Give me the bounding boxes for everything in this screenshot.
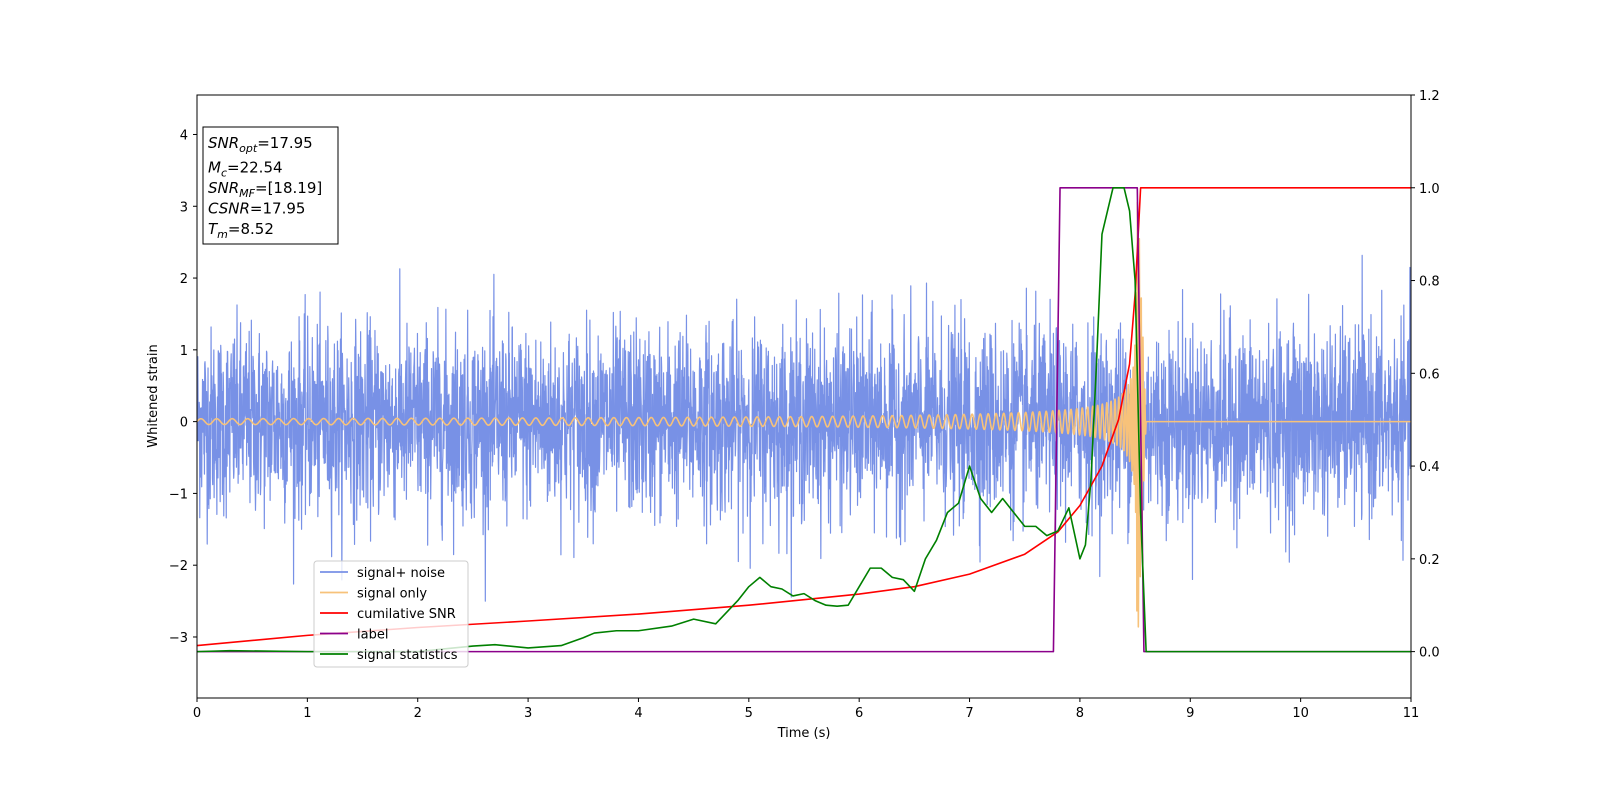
x-tick-label: 5 — [745, 706, 753, 721]
info-box-value: =17.95 — [257, 134, 313, 152]
info-box-value: =[18.19] — [255, 179, 322, 197]
x-tick-label: 6 — [855, 706, 863, 721]
series-line-signal-statistics — [197, 186, 1411, 653]
info-box: SNRopt=17.95Mc=22.54SNRMF=[18.19]CSNR=17… — [202, 126, 339, 245]
y-right-tick-label: 0.8 — [1419, 275, 1440, 290]
y-axis-label: Whitened strain — [146, 344, 161, 447]
x-tick-label: 10 — [1292, 706, 1309, 721]
y-left-tick-label: 0 — [180, 416, 188, 431]
series-line-signal-noise — [197, 254, 1411, 602]
info-box-line: Tm=8.52 — [208, 220, 274, 241]
x-axis: 0 1 2 3 4 5 6 7 8 9 10 11 — [193, 698, 1419, 721]
info-box-value: =8.52 — [228, 220, 274, 238]
y-right-tick-label: 0.0 — [1419, 646, 1440, 661]
info-box-line: Mc=22.54 — [208, 159, 283, 180]
info-box-symbol: SNR — [208, 179, 239, 197]
x-tick-label: 2 — [414, 706, 422, 721]
info-box-value: =17.95 — [250, 200, 306, 218]
y-left-tick-label: −2 — [169, 559, 188, 574]
y-left-tick-label: 1 — [180, 344, 188, 359]
legend-entry-label: cumilative SNR — [357, 607, 456, 622]
x-tick-label: 4 — [634, 706, 642, 721]
y-left-tick-label: −3 — [169, 631, 188, 646]
info-box-symbol: SNR — [208, 134, 239, 152]
x-tick-label: 0 — [193, 706, 201, 721]
y-left-tick-label: −1 — [169, 487, 188, 502]
y-left-tick-label: 3 — [180, 200, 188, 215]
info-box-subscript: MF — [239, 187, 255, 200]
x-tick-label: 8 — [1076, 706, 1084, 721]
series-layer — [197, 186, 1411, 653]
x-tick-label: 11 — [1403, 706, 1420, 721]
y-left-tick-label: 4 — [180, 128, 188, 143]
y-right-tick-label: 0.2 — [1419, 553, 1440, 568]
x-tick-label: 1 — [303, 706, 311, 721]
x-tick-label: 7 — [965, 706, 973, 721]
legend: signal+ noise signal only cumilative SNR la… — [313, 560, 469, 668]
y-right-tick-label: 1.0 — [1419, 182, 1440, 197]
legend-entry-label: signal+ noise — [357, 566, 445, 581]
info-box-symbol: M — [208, 159, 221, 177]
y-right-tick-label: 0.6 — [1419, 367, 1440, 382]
info-box-frame — [202, 126, 339, 245]
y-right-tick-label: 1.2 — [1419, 89, 1440, 104]
y-axis-left: −3 −2 −1 0 1 2 3 4 — [169, 128, 197, 646]
info-box-subscript: c — [221, 167, 227, 180]
legend-entry-label: label — [357, 628, 388, 643]
info-box-value: =22.54 — [227, 159, 283, 177]
info-box-line: CSNR=17.95 — [208, 200, 305, 218]
y-right-tick-label: 0.4 — [1419, 460, 1440, 475]
legend-frame — [313, 560, 469, 668]
info-box-line: SNRMF=[18.19] — [208, 179, 322, 200]
plot-frame — [196, 94, 1412, 699]
legend-entry-label: signal statistics — [357, 648, 458, 663]
y-axis-right: 0.0 0.2 0.4 0.6 0.8 1.0 1.2 — [1411, 89, 1440, 661]
info-box-subscript: m — [217, 228, 228, 241]
info-box-symbol: CSNR — [208, 200, 250, 218]
x-axis-label: Time (s) — [777, 726, 831, 741]
series-line-signal-only — [197, 201, 1411, 628]
y-left-tick-label: 2 — [180, 272, 188, 287]
info-box-line: SNRopt=17.95 — [208, 134, 313, 155]
info-box-subscript: opt — [239, 142, 258, 155]
legend-entry-label: signal only — [357, 587, 427, 602]
series-line-cumilative-snr — [197, 186, 1411, 647]
x-tick-label: 9 — [1186, 706, 1194, 721]
x-tick-label: 3 — [524, 706, 532, 721]
info-box-symbol: T — [208, 220, 219, 238]
